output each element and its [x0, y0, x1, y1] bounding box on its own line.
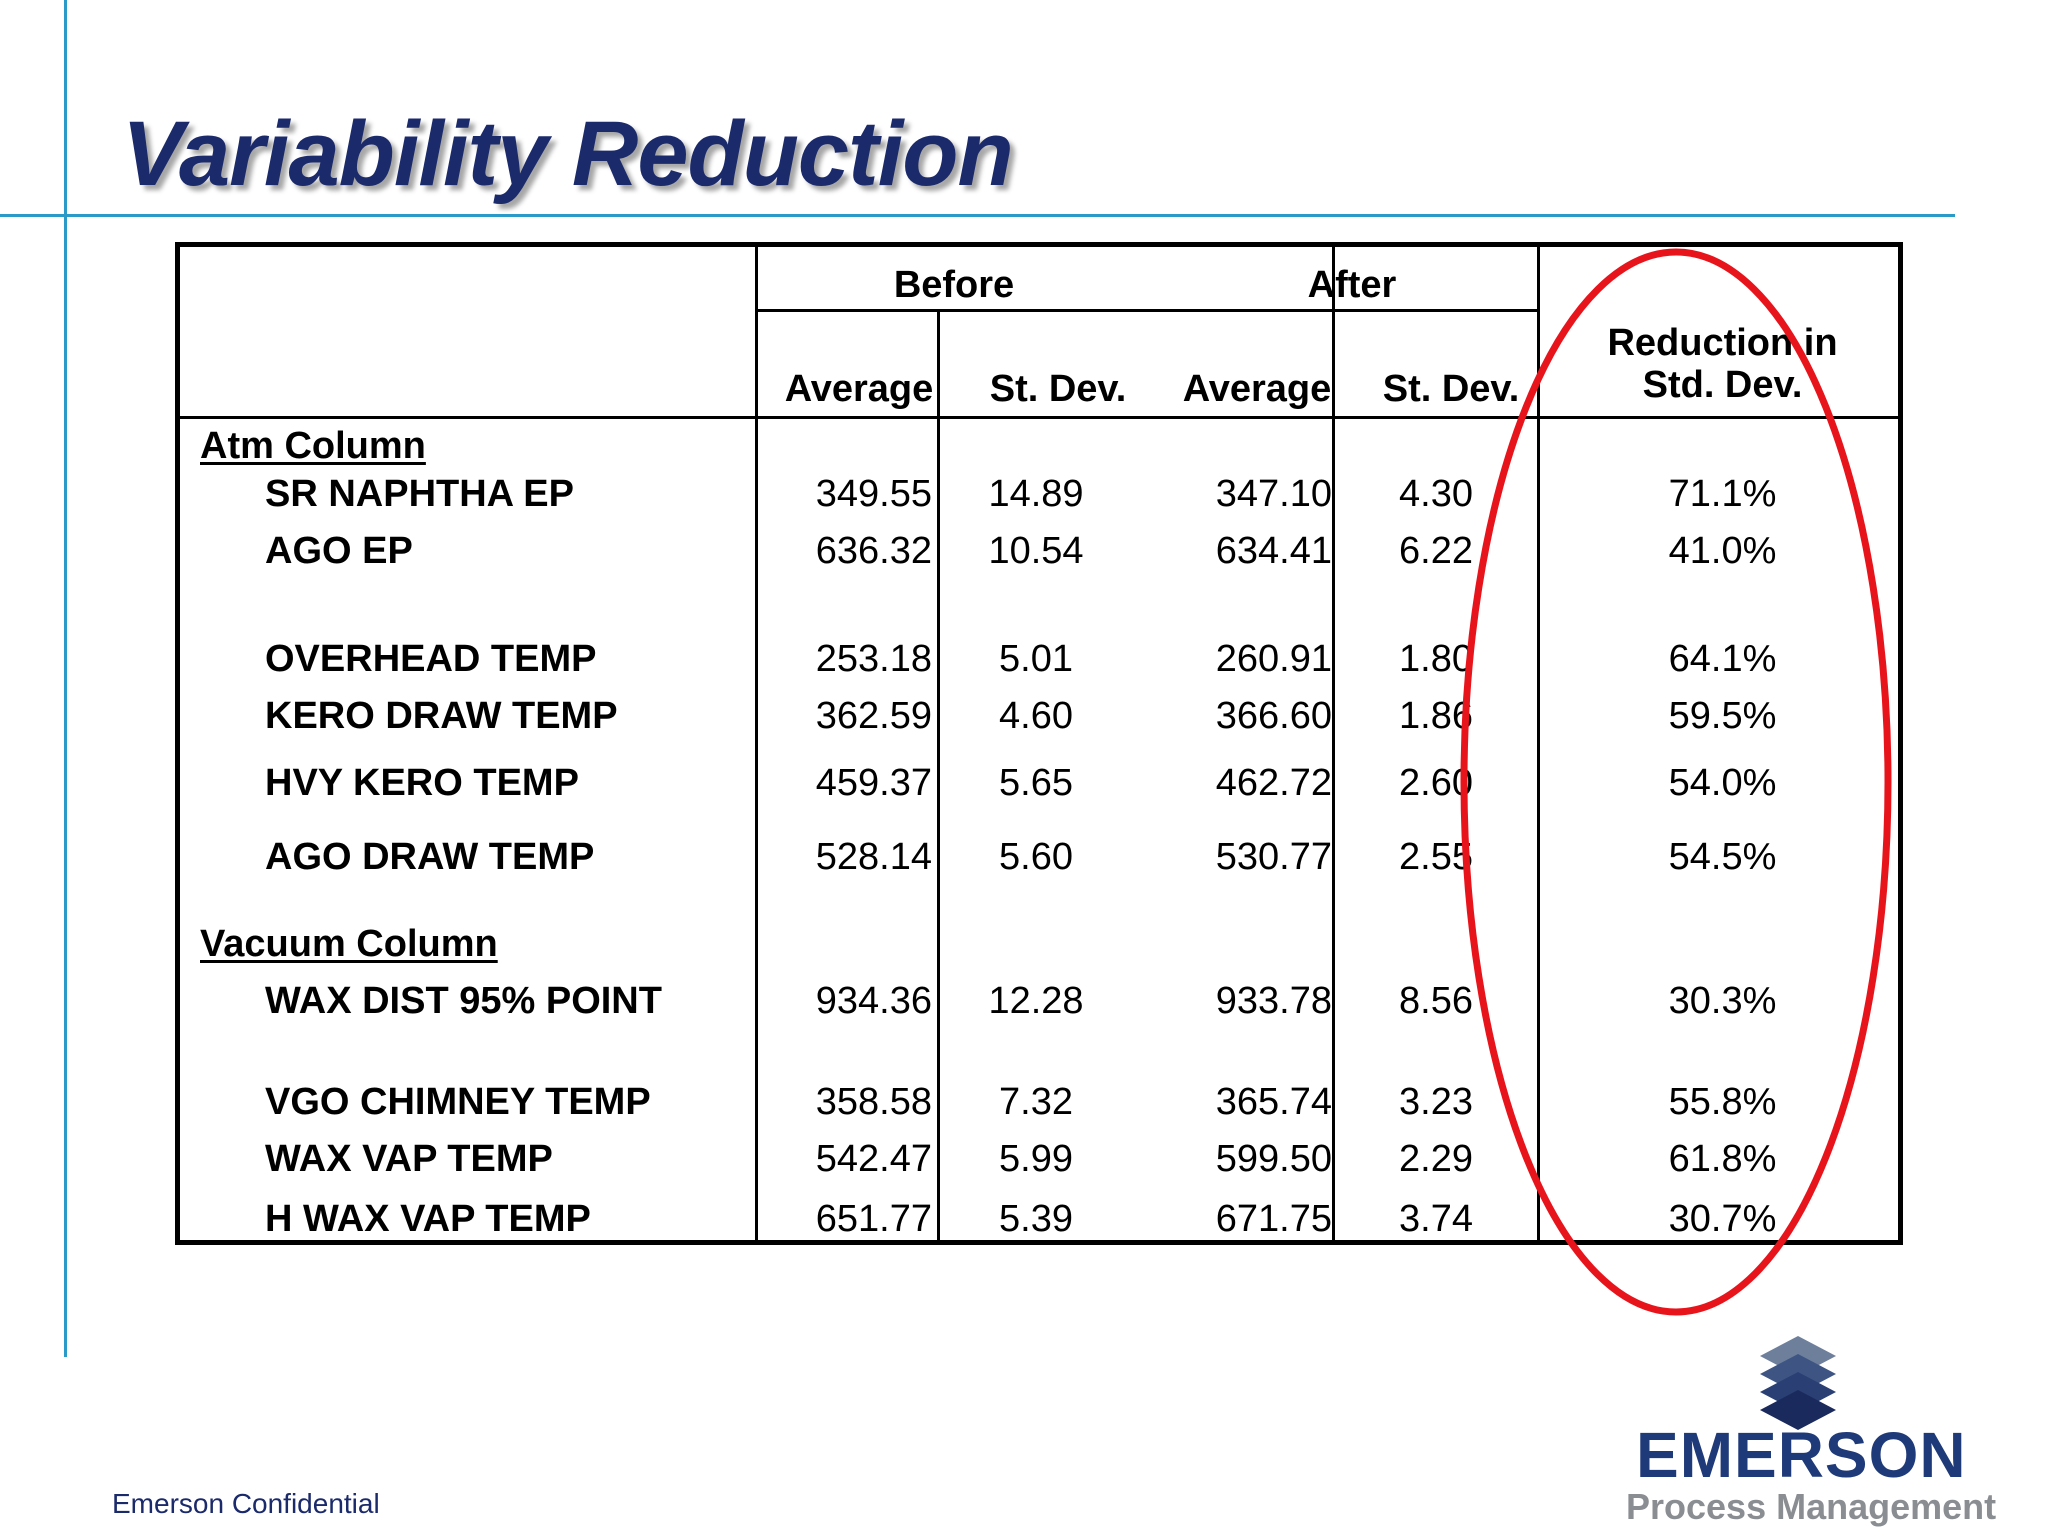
row-name: H WAX VAP TEMP	[265, 1198, 591, 1240]
before-average: 528.14	[815, 836, 932, 878]
table-row: SR NAPHTHA EP 349.55 14.89 347.10 4.30 7…	[180, 468, 1898, 520]
before-average: 362.59	[815, 695, 932, 737]
table-row: HVY KERO TEMP 459.37 5.65 462.72 2.60 54…	[180, 757, 1898, 809]
row-name: SR NAPHTHA EP	[265, 473, 574, 515]
variability-table: Before After Average St. Dev. Average St…	[175, 242, 1903, 1245]
reduction-pct: 54.0%	[1668, 762, 1777, 804]
after-stdev: 8.56	[1399, 980, 1473, 1022]
footer-confidential: Emerson Confidential	[112, 1488, 380, 1519]
after-average: 671.75	[1215, 1198, 1332, 1240]
after-average: 365.74	[1215, 1081, 1332, 1123]
table-row: WAX VAP TEMP 542.47 5.99 599.50 2.29 61.…	[180, 1133, 1898, 1185]
reduction-pct: 59.5%	[1668, 695, 1777, 737]
header-after-stdev: St. Dev.	[1382, 368, 1520, 410]
header-before: Before	[893, 264, 1015, 306]
reduction-pct: 41.0%	[1668, 530, 1777, 572]
emerson-stack-icon	[1760, 1336, 1836, 1430]
table-row: OVERHEAD TEMP 253.18 5.01 260.91 1.80 64…	[180, 633, 1898, 685]
header-group-separator	[755, 309, 1538, 312]
row-name: HVY KERO TEMP	[265, 762, 579, 804]
reduction-pct: 54.5%	[1668, 836, 1777, 878]
after-stdev: 2.29	[1399, 1138, 1473, 1180]
before-average: 253.18	[815, 638, 932, 680]
header-after-average: Average	[1182, 368, 1332, 410]
before-stdev: 4.60	[999, 695, 1073, 737]
row-name: WAX VAP TEMP	[265, 1138, 553, 1180]
after-average: 347.10	[1215, 473, 1332, 515]
row-name: VGO CHIMNEY TEMP	[265, 1081, 651, 1123]
after-average: 634.41	[1215, 530, 1332, 572]
after-average: 599.50	[1215, 1138, 1332, 1180]
after-average: 366.60	[1215, 695, 1332, 737]
table-row: AGO EP 636.32 10.54 634.41 6.22 41.0%	[180, 525, 1898, 577]
after-stdev: 1.80	[1399, 638, 1473, 680]
after-average: 530.77	[1215, 836, 1332, 878]
col-separator	[1332, 247, 1335, 1240]
table-row: H WAX VAP TEMP 651.77 5.39 671.75 3.74 3…	[180, 1193, 1898, 1245]
before-stdev: 5.65	[999, 762, 1073, 804]
before-average: 934.36	[815, 980, 932, 1022]
col-separator	[937, 311, 940, 1240]
table-row: VGO CHIMNEY TEMP 358.58 7.32 365.74 3.23…	[180, 1076, 1898, 1128]
header-before-average: Average	[784, 368, 934, 410]
after-stdev: 3.23	[1399, 1081, 1473, 1123]
before-average: 459.37	[815, 762, 932, 804]
before-stdev: 5.01	[999, 638, 1073, 680]
before-average: 358.58	[815, 1081, 932, 1123]
row-name: WAX DIST 95% POINT	[265, 980, 662, 1022]
header-bottom-separator	[180, 416, 1898, 419]
before-average: 542.47	[815, 1138, 932, 1180]
accent-horizontal-line	[0, 214, 1955, 217]
after-stdev: 1.86	[1399, 695, 1473, 737]
accent-vertical-line	[64, 0, 67, 1357]
reduction-pct: 71.1%	[1668, 473, 1777, 515]
table-row: WAX DIST 95% POINT 934.36 12.28 933.78 8…	[180, 975, 1898, 1027]
table-row: KERO DRAW TEMP 362.59 4.60 366.60 1.86 5…	[180, 690, 1898, 742]
after-stdev: 2.55	[1399, 836, 1473, 878]
row-name: KERO DRAW TEMP	[265, 695, 618, 737]
reduction-pct: 61.8%	[1668, 1138, 1777, 1180]
before-average: 349.55	[815, 473, 932, 515]
before-stdev: 12.28	[988, 980, 1084, 1022]
after-stdev: 4.30	[1399, 473, 1473, 515]
after-average: 462.72	[1215, 762, 1332, 804]
header-after: After	[1307, 264, 1397, 306]
reduction-pct: 55.8%	[1668, 1081, 1777, 1123]
before-stdev: 10.54	[988, 530, 1084, 572]
logo-tagline: Process Management	[1626, 1486, 1997, 1527]
slide-title: Variability Reduction	[122, 103, 1014, 205]
col-separator	[755, 247, 758, 1240]
header-before-stdev: St. Dev.	[989, 368, 1127, 410]
reduction-pct: 30.7%	[1668, 1198, 1777, 1240]
table-row: AGO DRAW TEMP 528.14 5.60 530.77 2.55 54…	[180, 831, 1898, 883]
before-stdev: 5.60	[999, 836, 1073, 878]
logo-wordmark: EMERSON	[1636, 1419, 1967, 1491]
before-stdev: 14.89	[988, 473, 1084, 515]
before-stdev: 5.39	[999, 1198, 1073, 1240]
after-average: 260.91	[1215, 638, 1332, 680]
header-reduction-line1: Reduction in	[1607, 322, 1838, 364]
reduction-pct: 30.3%	[1668, 980, 1777, 1022]
row-name: AGO EP	[265, 530, 413, 572]
row-name: OVERHEAD TEMP	[265, 638, 597, 680]
section-label-vacuum-column: Vacuum Column	[200, 923, 498, 965]
row-name: AGO DRAW TEMP	[265, 836, 595, 878]
before-stdev: 5.99	[999, 1138, 1073, 1180]
after-stdev: 6.22	[1399, 530, 1473, 572]
header-reduction-line2: Std. Dev.	[1642, 364, 1803, 406]
before-average: 636.32	[815, 530, 932, 572]
after-average: 933.78	[1215, 980, 1332, 1022]
after-stdev: 3.74	[1399, 1198, 1473, 1240]
section-label-atm-column: Atm Column	[200, 425, 426, 467]
before-average: 651.77	[815, 1198, 932, 1240]
reduction-pct: 64.1%	[1668, 638, 1777, 680]
before-stdev: 7.32	[999, 1081, 1073, 1123]
after-stdev: 2.60	[1399, 762, 1473, 804]
